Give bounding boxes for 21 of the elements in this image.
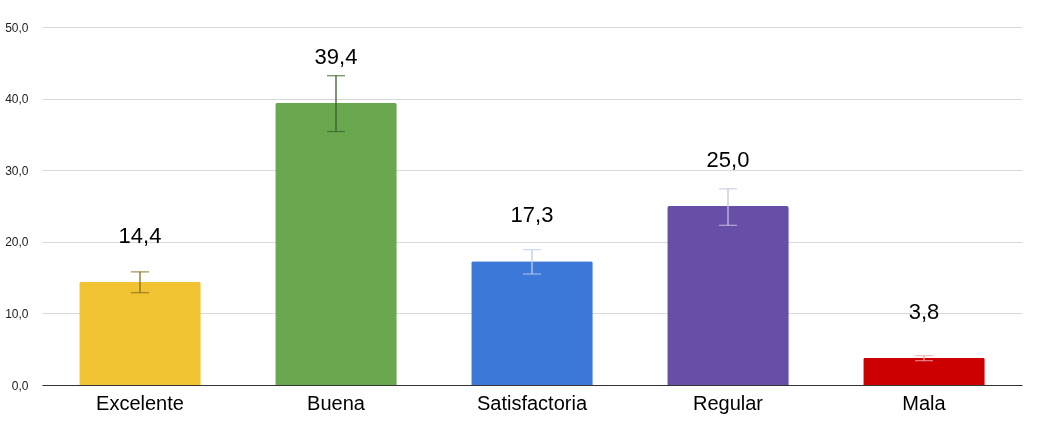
data-label: 25,0 <box>706 147 750 172</box>
y-tick-label: 20,0 <box>5 235 29 250</box>
y-tick-label: 40,0 <box>5 92 29 107</box>
y-tick-label: 10,0 <box>5 306 29 321</box>
y-tick-label: 30,0 <box>5 163 29 178</box>
x-tick-label: Regular <box>692 391 764 414</box>
data-label: 3,8 <box>908 298 940 324</box>
bar <box>667 206 789 385</box>
bar <box>471 261 593 385</box>
data-label: 17,3 <box>510 202 554 228</box>
bar <box>275 102 397 385</box>
y-tick-label: 50,0 <box>5 20 29 35</box>
x-tick-label: Buena <box>307 391 366 414</box>
y-tick-label: 0,0 <box>11 378 29 393</box>
x-tick-label: Excelente <box>96 391 184 414</box>
data-label: 39,4 <box>314 43 358 69</box>
data-label: 14,4 <box>118 222 162 248</box>
x-tick-label: Satisfactoria <box>476 391 588 414</box>
x-tick-label: Mala <box>902 391 947 414</box>
bar <box>79 281 201 385</box>
bar <box>863 357 985 385</box>
